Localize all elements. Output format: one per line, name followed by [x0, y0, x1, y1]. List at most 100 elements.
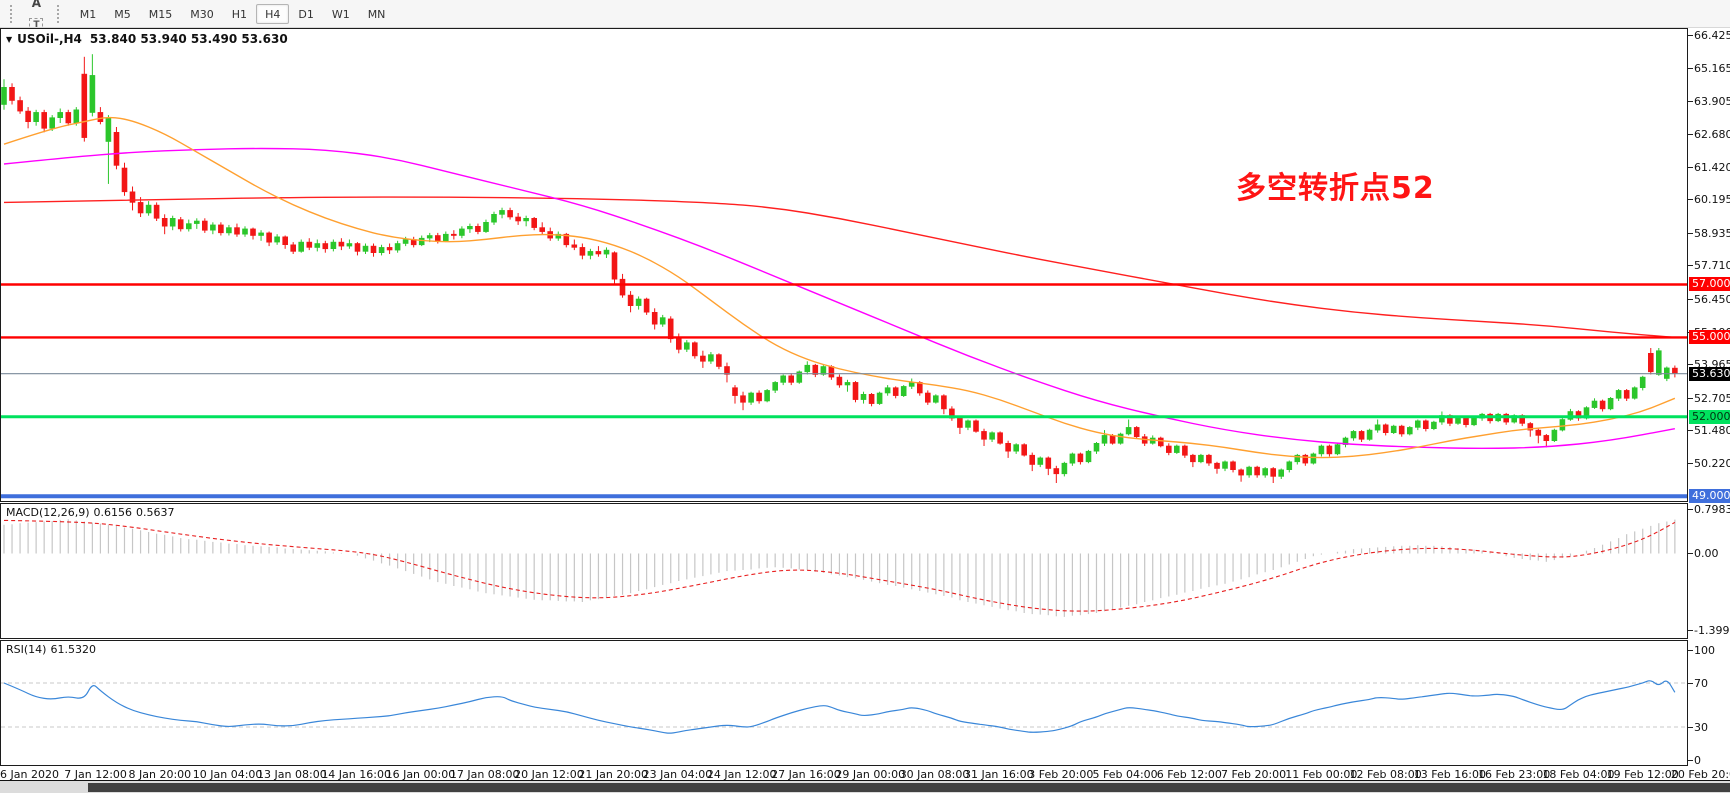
candle-body [322, 243, 329, 250]
time-axis-label: 13 Feb 16:00 [1413, 768, 1486, 781]
candle-body [290, 244, 297, 252]
timeframe-button-W1[interactable]: W1 [323, 4, 359, 24]
candle-body [1125, 427, 1132, 435]
candle-body [1423, 420, 1429, 429]
candle-body [1053, 468, 1060, 475]
price-tick-dash [1688, 430, 1693, 432]
candle-body [25, 110, 31, 122]
time-axis-label: 20 Feb 20:00 [1670, 768, 1730, 781]
candle-body [1398, 425, 1405, 435]
macd-chart-canvas[interactable] [1, 504, 1687, 638]
candle-body [965, 420, 971, 428]
toolbar-drag-handle[interactable] [10, 4, 16, 23]
candle-body [177, 219, 184, 230]
candle-body [716, 354, 722, 367]
candle-body [402, 239, 409, 244]
candle-body [764, 390, 770, 402]
price-tick-label: 58.935 [1694, 226, 1730, 240]
candle-body [531, 218, 538, 228]
candle-body [483, 222, 489, 232]
candle-body [957, 417, 963, 428]
timeframe-button-M15[interactable]: M15 [140, 4, 182, 24]
candle-body [266, 232, 272, 243]
macd-indicator-panel[interactable] [0, 503, 1688, 639]
price-tick-dash [1688, 463, 1693, 465]
time-axis-label: 14 Jan 16:00 [321, 768, 391, 781]
time-axis-label: 16 Feb 23:00 [1478, 768, 1551, 781]
rsi-indicator-panel[interactable] [0, 640, 1688, 766]
candle-body [1190, 454, 1196, 463]
price-tick-dash [1688, 232, 1693, 234]
candle-body [113, 132, 120, 166]
candle-body [1374, 424, 1381, 431]
candle-body [9, 86, 15, 101]
candle-body [691, 342, 698, 357]
candle-body [973, 420, 979, 432]
candle-body [708, 354, 714, 362]
candle-body [89, 75, 96, 113]
macd-tick-label: 0.00 [1694, 546, 1719, 560]
candle-body [1077, 453, 1084, 463]
candle-body [683, 342, 690, 350]
rsi-tick-label: 0 [1694, 753, 1701, 767]
candle-body [1535, 429, 1542, 436]
candle-body [1238, 469, 1244, 476]
price-tick-dash [1688, 298, 1693, 300]
candle-body [1607, 397, 1614, 410]
candle-body [523, 218, 529, 222]
candle-body [434, 235, 441, 242]
candle-body [1214, 462, 1220, 469]
timeframe-button-MN[interactable]: MN [359, 4, 395, 24]
main-price-chart-panel[interactable] [0, 28, 1688, 502]
candle-body [153, 204, 160, 219]
candle-body [210, 224, 216, 231]
candle-body [828, 366, 835, 378]
rsi-chart-canvas[interactable] [1, 641, 1687, 765]
macd-tick-label: -1.3996 [1694, 624, 1730, 638]
timeframe-button-M5[interactable]: M5 [105, 4, 140, 24]
time-axis-label: 7 Jan 12:00 [64, 768, 127, 781]
timeframe-toolbar-drag-handle[interactable] [56, 4, 63, 23]
timeframe-button-M1[interactable]: M1 [71, 4, 106, 24]
candle-body [161, 218, 168, 227]
macd-tick-dash [1688, 630, 1693, 632]
price-tick-label: 52.705 [1694, 391, 1730, 405]
candle-body [475, 226, 481, 232]
price-tick-dash [1688, 397, 1693, 399]
candle-body [571, 244, 578, 248]
price-tick-label: 50.220 [1694, 457, 1730, 471]
candle-body [354, 243, 361, 252]
candle-body [169, 218, 176, 227]
timeframe-button-H1[interactable]: H1 [223, 4, 256, 24]
candle-body [394, 243, 401, 251]
time-axis-label: 20 Jan 12:00 [514, 768, 584, 781]
candle-body [97, 112, 104, 123]
ma-magenta-line [3, 147, 1675, 449]
price-tick-label: 61.420 [1694, 160, 1730, 174]
candlestick-chart-canvas[interactable] [1, 29, 1687, 501]
candle-body [627, 294, 634, 307]
time-axis-label: 12 Feb 08:00 [1349, 768, 1422, 781]
timeframe-button-H4[interactable]: H4 [256, 4, 290, 25]
price-tick-dash [1688, 166, 1693, 168]
price-tick-dash [1688, 133, 1693, 135]
candle-body [1270, 468, 1276, 477]
macd-tick-dash [1688, 509, 1693, 510]
scrollbar-thumb[interactable] [88, 783, 1730, 792]
timeframe-button-D1[interactable]: D1 [289, 4, 322, 24]
arrow-text-tool-button[interactable]: A [24, 0, 49, 14]
timeframe-button-M30[interactable]: M30 [181, 4, 223, 24]
horizontal-scrollbar[interactable] [0, 780, 1730, 793]
candle-body [804, 364, 811, 373]
candle-body [643, 298, 650, 313]
rsi-tick-dash [1688, 682, 1693, 684]
macd-signal-value: 0.5637 [136, 506, 175, 519]
ma-red-line [3, 196, 1675, 339]
candle-body [788, 375, 795, 383]
candle-body [1158, 437, 1164, 447]
rsi-tick-label: 70 [1694, 676, 1708, 690]
collapse-triangle-icon[interactable]: ▼ [6, 35, 13, 44]
candle-body [105, 117, 112, 142]
